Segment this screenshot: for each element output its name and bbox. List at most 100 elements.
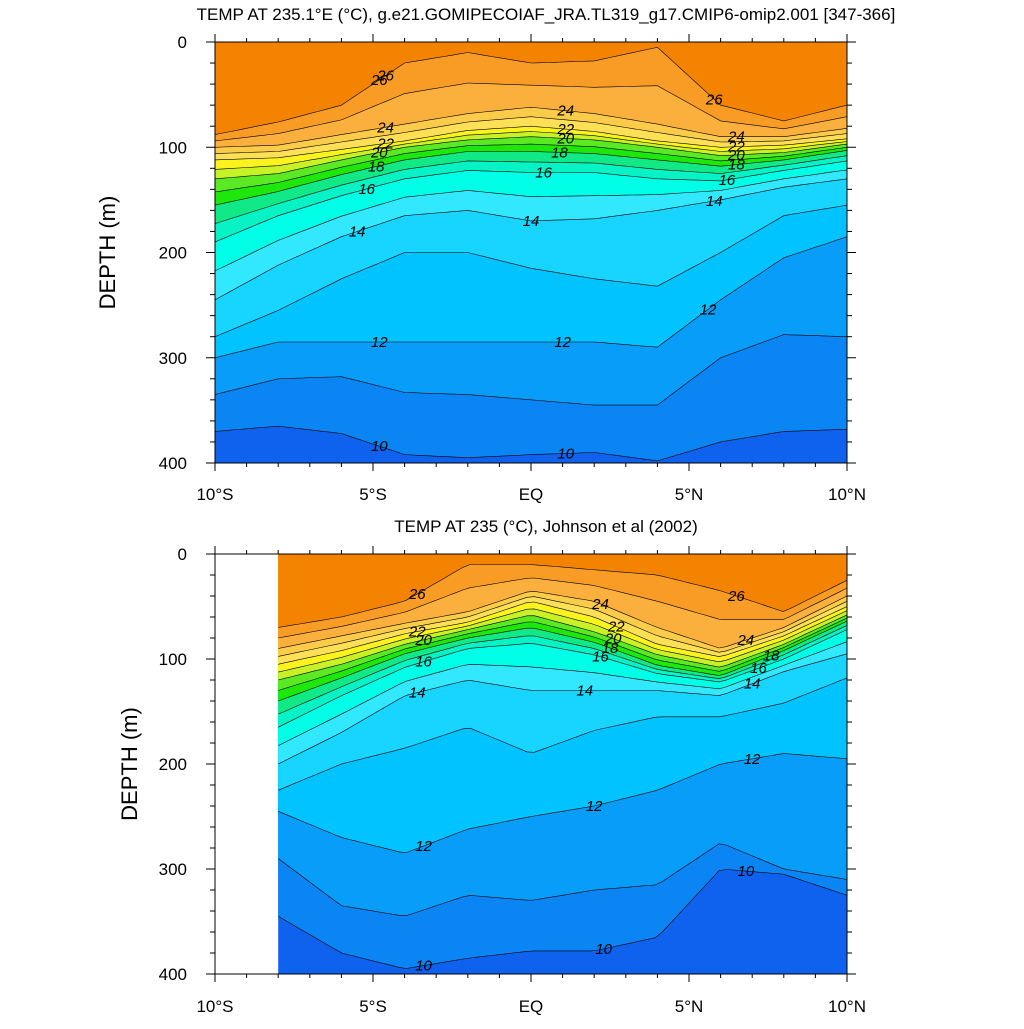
x-tick-label: 10°S <box>196 485 233 504</box>
contour-line-12 <box>215 236 847 359</box>
contour-label: 16 <box>535 165 552 182</box>
contour-line-26 <box>278 564 847 628</box>
contour-line-16 <box>278 629 847 728</box>
contour-label: 22 <box>607 619 625 636</box>
contour-line-16 <box>215 160 847 243</box>
contour-label: 24 <box>556 103 574 120</box>
contour-line-21 <box>278 608 847 673</box>
contour-label: 12 <box>415 838 432 855</box>
contour-label: 22 <box>408 623 426 640</box>
contour-label: 26 <box>705 91 723 108</box>
contour-label: 18 <box>551 144 568 161</box>
contour-label: 24 <box>376 119 394 136</box>
contour-line-24 <box>215 106 847 148</box>
contour-label: 24 <box>737 632 755 649</box>
contour-line-19 <box>215 143 847 193</box>
contour-label: 12 <box>371 334 388 351</box>
contour-line-13 <box>215 204 847 337</box>
contour-line-12 <box>278 753 847 853</box>
contour-line-22 <box>278 601 847 665</box>
contour-line-19 <box>278 617 847 691</box>
contour-label: 20 <box>414 632 432 649</box>
contour-label: 18 <box>602 640 619 657</box>
chart-title: TEMP AT 235.1°E (°C), g.e21.GOMIPECOIAF_… <box>197 5 896 24</box>
contour-label: 12 <box>700 301 717 318</box>
y-tick-label: 300 <box>159 860 187 879</box>
band-26 <box>215 42 847 135</box>
contour-line-14 <box>278 653 847 765</box>
contour-label: 14 <box>706 193 723 210</box>
contour-label: 16 <box>358 181 375 198</box>
y-tick-label: 400 <box>159 454 187 473</box>
contour-label: 22 <box>376 135 394 152</box>
contour-label: 14 <box>576 683 593 700</box>
contour-label: 18 <box>728 157 745 174</box>
contour-line-17 <box>278 625 847 715</box>
contour-label: 20 <box>604 631 622 648</box>
contour-line-15 <box>278 641 847 746</box>
x-tick-label: EQ <box>519 997 544 1016</box>
contour-line-20 <box>278 614 847 681</box>
y-tick-label: 200 <box>159 244 187 263</box>
y-tick-label: 200 <box>159 755 187 774</box>
contour-line-15 <box>215 169 847 272</box>
contour-label: 18 <box>763 648 780 665</box>
contour-line-21 <box>215 131 847 170</box>
x-tick-label: 10°S <box>196 997 233 1016</box>
contour-label: 14 <box>744 676 761 693</box>
contour-label: 14 <box>349 223 366 240</box>
contour-label: 14 <box>523 213 540 230</box>
contour-label: 16 <box>719 172 736 189</box>
band-26 <box>278 554 847 628</box>
contour-label: 12 <box>744 751 761 768</box>
contour-label: 26 <box>370 72 388 89</box>
x-tick-label: 5°S <box>359 997 387 1016</box>
contour-line-17 <box>215 155 847 224</box>
contour-line-18 <box>215 150 847 206</box>
contour-line-26 <box>215 46 847 135</box>
contour-label: 10 <box>557 445 574 462</box>
contour-label: 18 <box>368 159 385 176</box>
contour-label: 10 <box>738 863 755 880</box>
y-tick-label: 100 <box>159 138 187 157</box>
x-tick-label: 5°N <box>675 997 704 1016</box>
x-tick-label: 5°N <box>675 485 704 504</box>
contour-line-13 <box>278 677 847 791</box>
contour-label: 16 <box>750 660 767 677</box>
contour-line-23 <box>278 596 847 657</box>
contour-line-25 <box>215 82 847 142</box>
contour-line-22 <box>215 125 847 161</box>
contour-line-25 <box>278 577 847 639</box>
contour-label: 22 <box>727 139 745 156</box>
y-tick-label: 300 <box>159 349 187 368</box>
contour-line-11 <box>278 843 847 917</box>
y-tick-label: 0 <box>178 33 187 52</box>
contour-line-10 <box>215 425 847 462</box>
contour-label: 16 <box>592 649 609 666</box>
contour-label: 12 <box>554 334 571 351</box>
contour-label: 24 <box>591 596 609 613</box>
contour-label: 24 <box>727 129 745 146</box>
contour-label: 10 <box>415 958 432 975</box>
chart-title: TEMP AT 235 (°C), Johnson et al (2002) <box>394 517 698 536</box>
contour-label: 10 <box>371 438 388 455</box>
x-tick-label: 5°S <box>359 485 387 504</box>
contour-label: 16 <box>415 654 432 671</box>
x-tick-label: 10°N <box>828 997 866 1016</box>
contour-label: 20 <box>556 130 574 147</box>
contour-line-24 <box>278 590 847 649</box>
y-axis-label: DEPTH (m) <box>117 707 142 821</box>
contour-line-14 <box>215 178 847 301</box>
contour-label: 12 <box>586 798 603 815</box>
contour-label: 26 <box>408 586 426 603</box>
contour-line-11 <box>215 334 847 406</box>
contour-label: 26 <box>727 588 745 605</box>
contour-label: 26 <box>376 68 394 85</box>
y-tick-label: 400 <box>159 965 187 984</box>
y-axis-label: DEPTH (m) <box>95 196 120 310</box>
